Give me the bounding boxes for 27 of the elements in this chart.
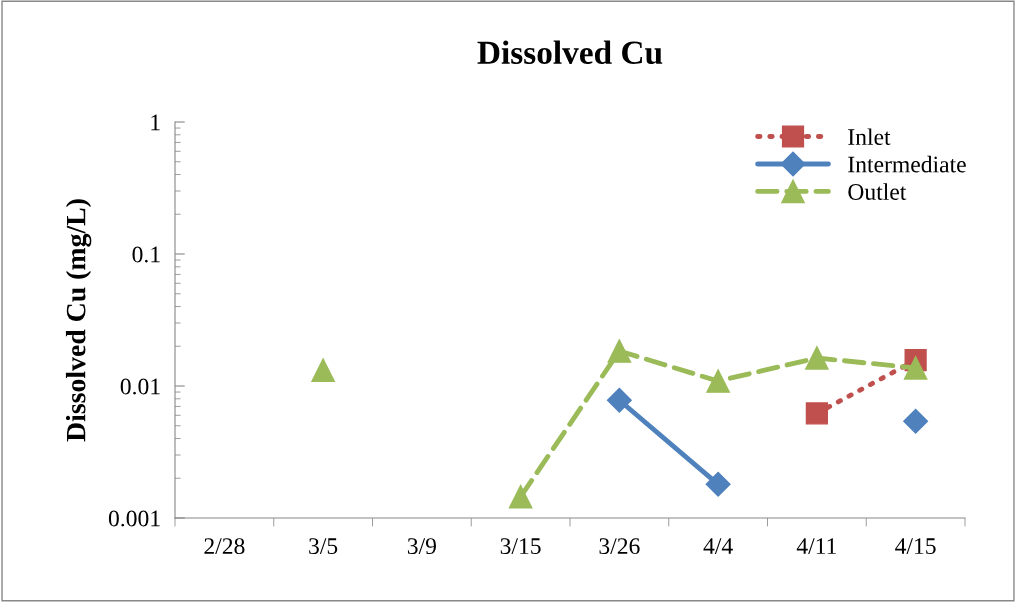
x-tick-label: 4/15 <box>895 538 936 555</box>
point <box>508 484 533 509</box>
y-tick-label: 1 <box>151 114 160 131</box>
point <box>805 402 828 425</box>
x-tick-label: 4/4 <box>703 538 733 555</box>
point <box>705 471 731 497</box>
point <box>903 408 929 434</box>
x-tick-label: 3/9 <box>407 538 436 555</box>
legend-label: Inlet <box>848 128 891 146</box>
legend-label: Outlet <box>848 183 907 200</box>
y-tick-label: 0.01 <box>120 378 160 395</box>
point <box>311 358 335 382</box>
x-tick-label: 3/15 <box>500 538 541 555</box>
x-tick-label: 4/11 <box>796 538 836 555</box>
point <box>606 387 632 413</box>
point <box>607 339 632 363</box>
y-tick-label: 0.001 <box>108 510 160 527</box>
point <box>706 369 730 393</box>
x-tick-label: 2/28 <box>204 538 245 555</box>
point <box>903 356 928 380</box>
chart-title: Dissolved Cu <box>477 40 663 65</box>
y-tick-label: 0.1 <box>132 246 160 263</box>
y-axis-title: Dissolved Cu (mg/L) <box>65 199 92 442</box>
point <box>805 346 829 370</box>
x-tick-label: 3/5 <box>309 538 338 555</box>
legend-label: Intermediate <box>848 155 966 173</box>
x-tick-label: 3/26 <box>599 538 640 555</box>
